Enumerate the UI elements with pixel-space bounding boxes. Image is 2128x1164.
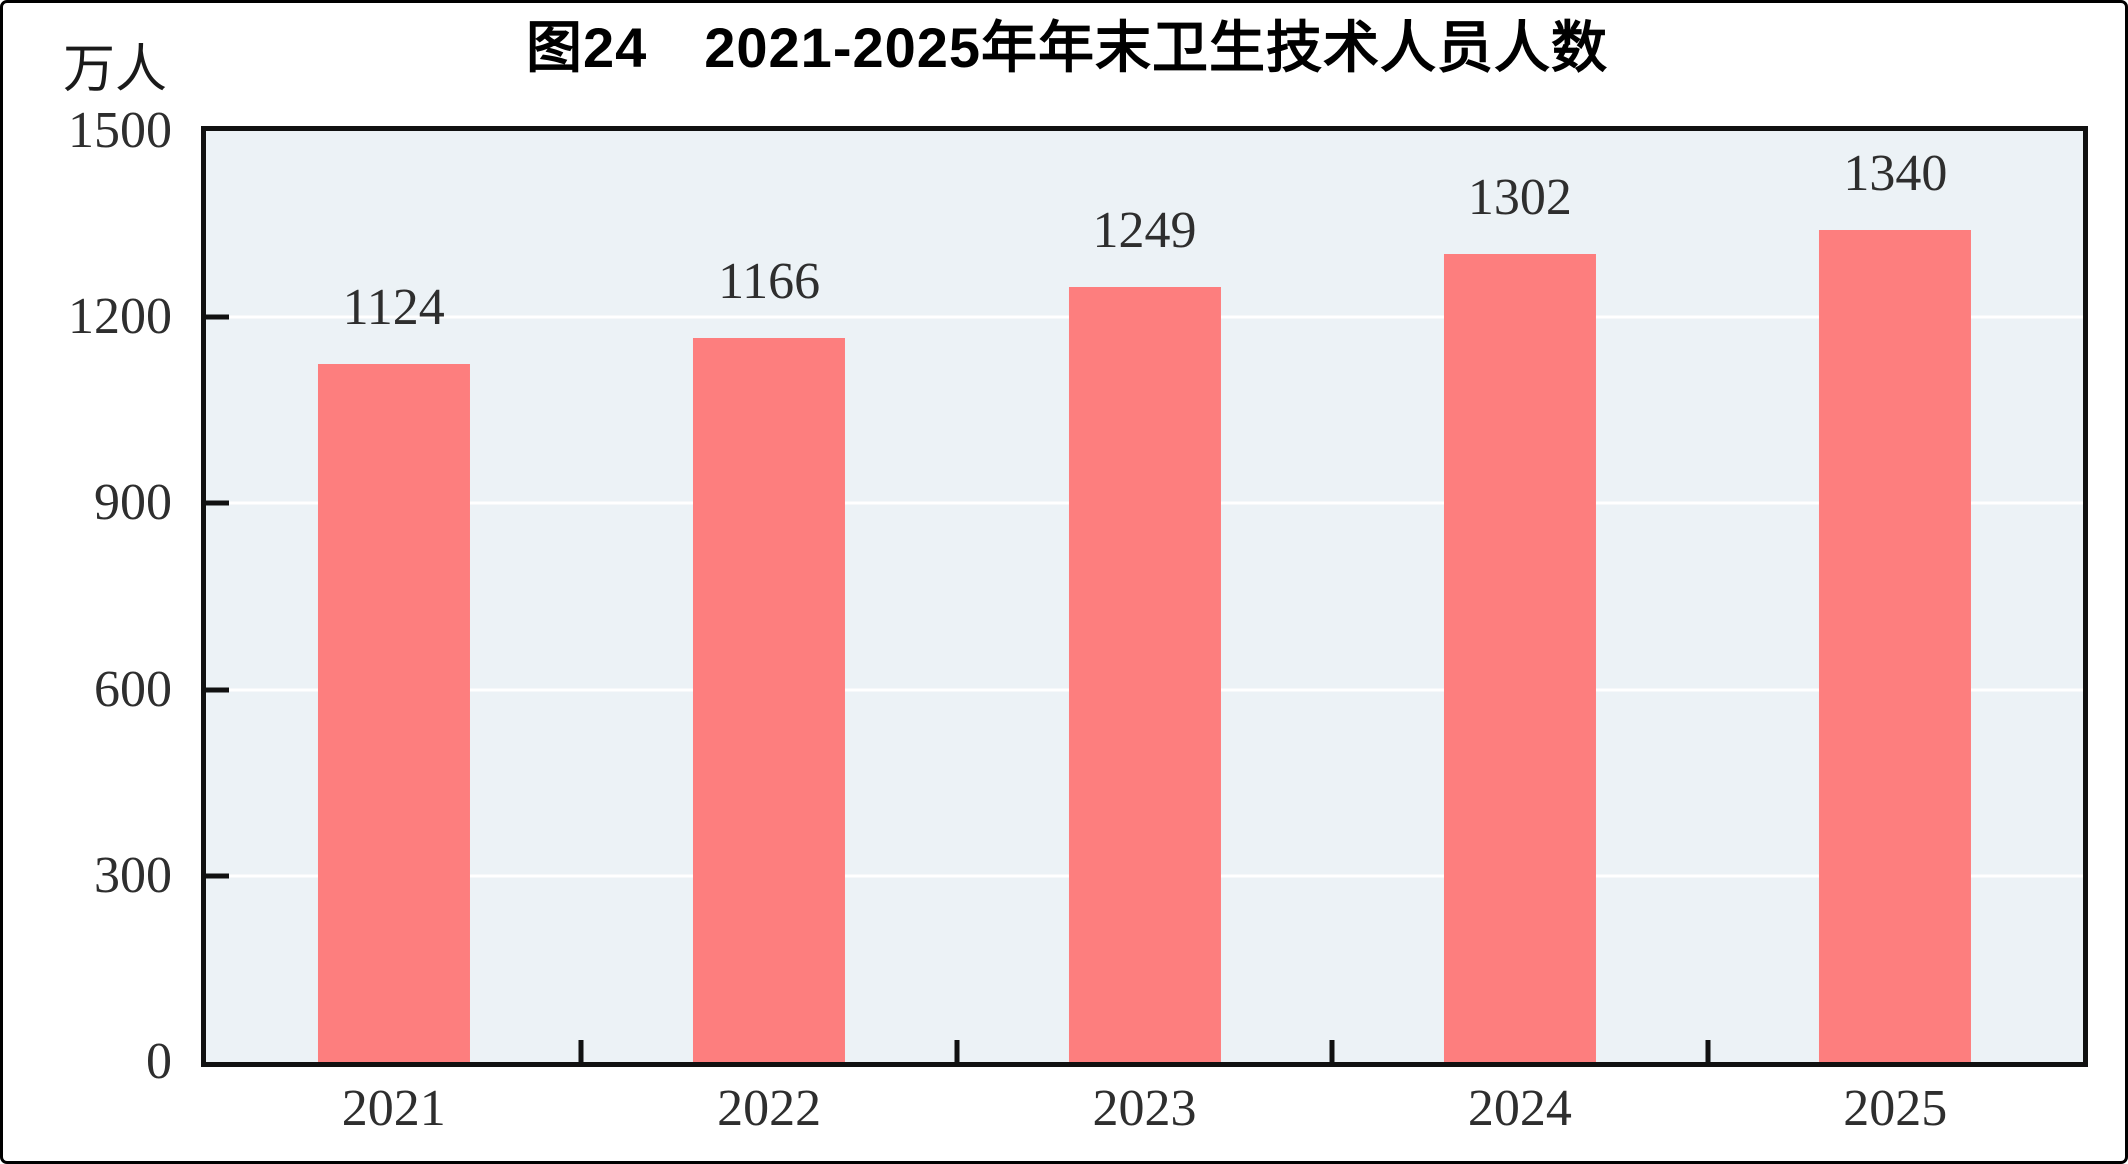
x-tick-label-2022: 2022 <box>717 1080 822 1137</box>
bar-value-label-2023: 1249 <box>1092 201 1197 259</box>
y-axis-tick-1200 <box>206 314 229 320</box>
x-tick-label-2021: 2021 <box>341 1080 446 1137</box>
bar-slot-2024: 1302 <box>1332 131 1707 1062</box>
bar-slot-2022: 1166 <box>581 131 956 1062</box>
bar-2024 <box>1443 253 1596 1062</box>
bar-slot-2023: 1249 <box>957 131 1332 1062</box>
bar-slot-2021: 1124 <box>206 131 581 1062</box>
x-axis-tick-1 <box>578 1040 584 1062</box>
bar-2021 <box>317 364 470 1062</box>
y-axis-unit-label: 万人 <box>63 42 168 99</box>
y-tick-label-0: 0 <box>146 1033 172 1090</box>
x-axis-tick-labels: 2021 2022 2023 2024 2025 <box>206 1083 2083 1143</box>
bar-value-label-2024: 1302 <box>1467 168 1572 226</box>
bar-value-label-2025: 1340 <box>1843 145 1948 203</box>
x-tick-label-2023: 2023 <box>1092 1080 1197 1137</box>
bar-2022 <box>693 338 846 1062</box>
plot-inner: 1124 1166 1249 1302 1340 <box>206 131 2083 1062</box>
bar-2025 <box>1819 230 1972 1062</box>
chart-title: 图24 2021-2025年年末卫生技术人员人数 <box>525 16 1609 79</box>
x-axis-tick-4 <box>1705 1040 1711 1062</box>
x-axis-tick-3 <box>1329 1040 1335 1062</box>
bar-value-label-2021: 1124 <box>342 279 445 337</box>
bar-slots: 1124 1166 1249 1302 1340 <box>206 131 2083 1062</box>
x-tick-label-2024: 2024 <box>1467 1080 1572 1137</box>
y-tick-label-900: 900 <box>94 474 172 532</box>
y-axis-tick-labels: 0 300 600 900 1200 1500 <box>3 105 172 1088</box>
y-tick-label-600: 600 <box>94 660 172 718</box>
bar-slot-2025: 1340 <box>1708 131 2083 1062</box>
bar-value-label-2022: 1166 <box>718 253 821 311</box>
y-axis-tick-300 <box>206 873 229 879</box>
y-tick-label-300: 300 <box>94 846 172 904</box>
plot-area: 1124 1166 1249 1302 1340 <box>201 126 2088 1067</box>
y-tick-label-1500: 1500 <box>68 102 172 159</box>
x-tick-label-2025: 2025 <box>1843 1080 1948 1137</box>
y-axis-tick-600 <box>206 687 229 693</box>
x-axis-tick-2 <box>954 1040 960 1062</box>
y-tick-label-1200: 1200 <box>68 288 172 346</box>
bar-2023 <box>1068 286 1221 1062</box>
y-axis-tick-900 <box>206 500 229 506</box>
